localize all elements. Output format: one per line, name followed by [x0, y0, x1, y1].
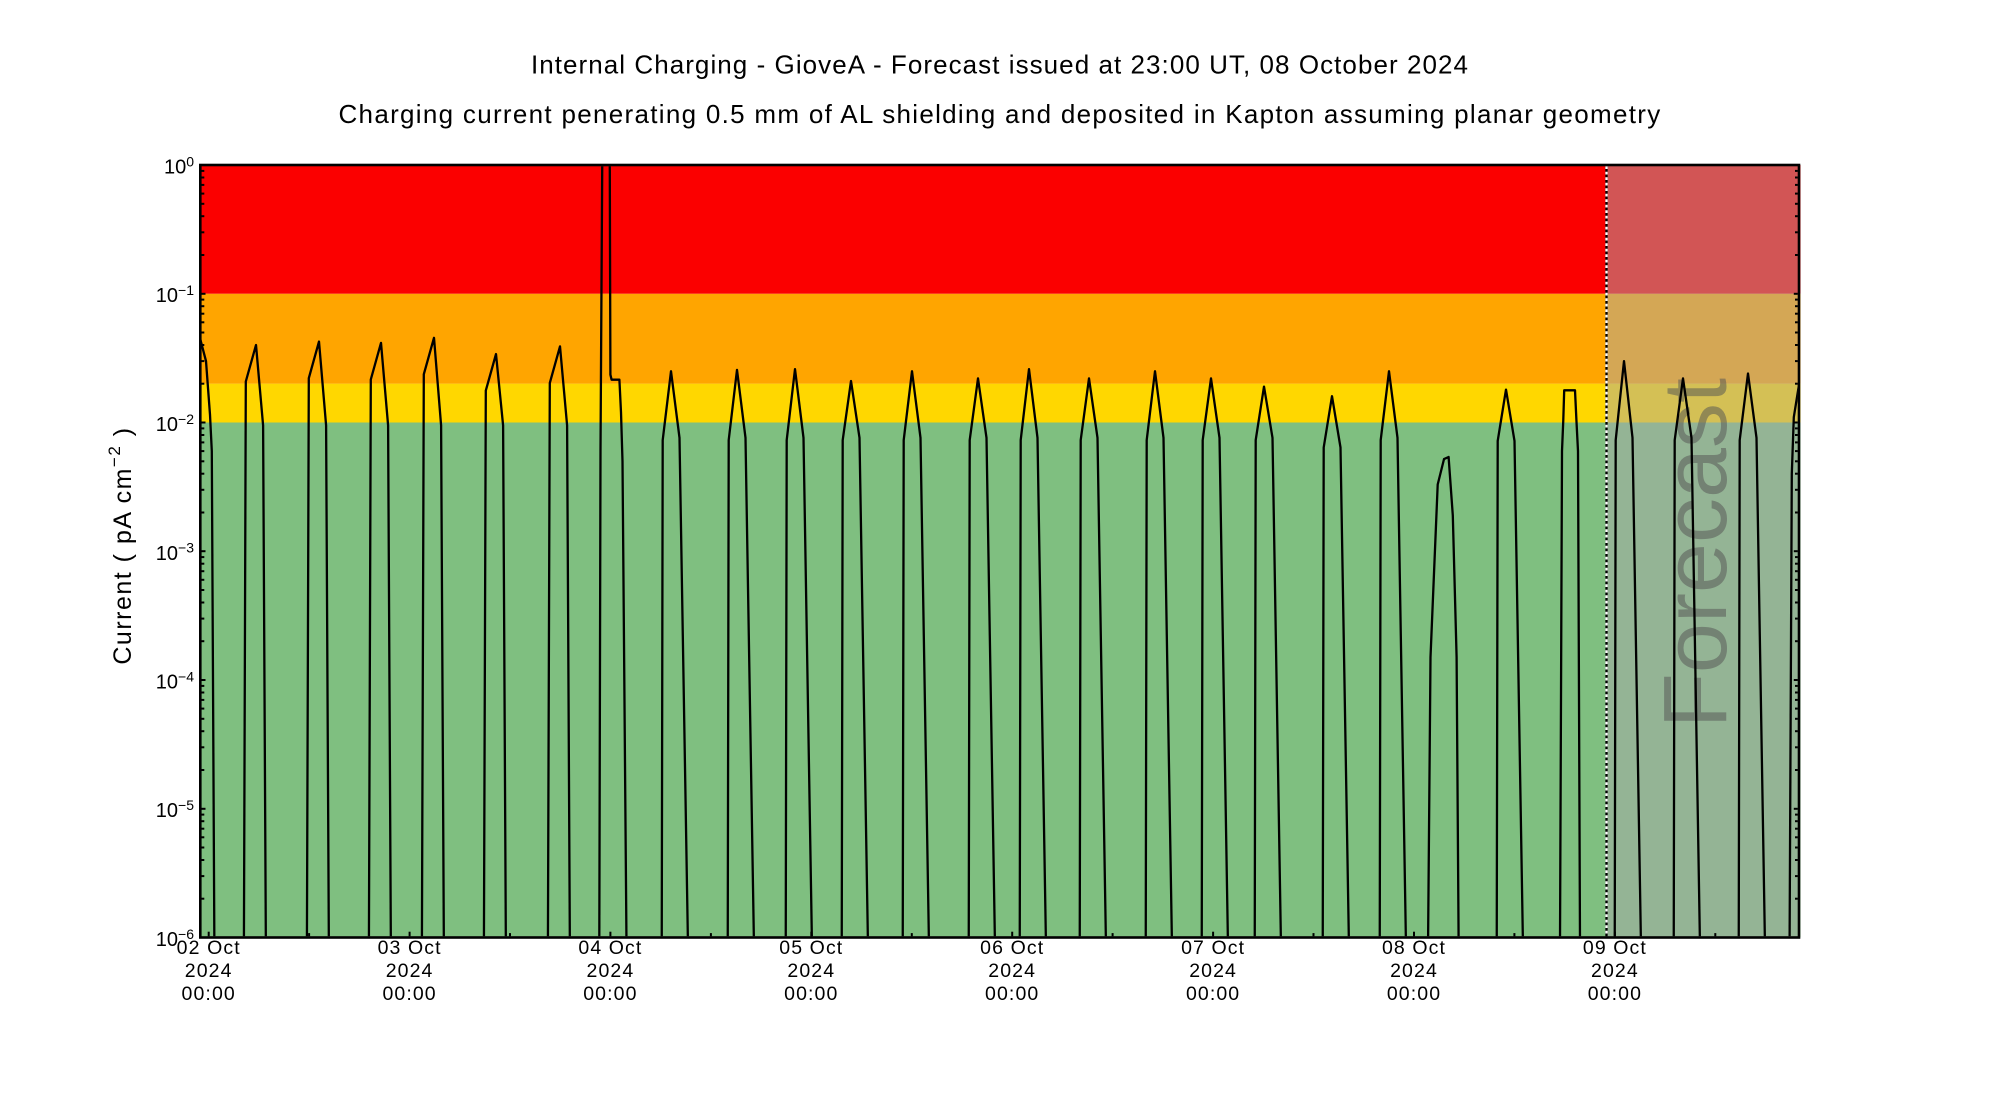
- svg-text:2024: 2024: [386, 960, 434, 982]
- svg-text:Internal Charging - GioveA - F: Internal Charging - GioveA - Forecast is…: [531, 50, 1469, 80]
- svg-text:00:00: 00:00: [382, 983, 436, 1005]
- svg-text:2024: 2024: [1390, 960, 1438, 982]
- svg-text:00:00: 00:00: [583, 983, 637, 1005]
- svg-text:04 Oct: 04 Oct: [578, 937, 642, 959]
- svg-text:00:00: 00:00: [1387, 983, 1441, 1005]
- svg-text:2024: 2024: [787, 960, 835, 982]
- svg-text:02 Oct: 02 Oct: [177, 937, 241, 959]
- svg-text:10−3: 10−3: [156, 540, 194, 565]
- svg-text:10−1: 10−1: [156, 282, 194, 307]
- svg-text:09 Oct: 09 Oct: [1583, 937, 1647, 959]
- svg-text:05 Oct: 05 Oct: [779, 937, 843, 959]
- svg-text:2024: 2024: [185, 960, 233, 982]
- svg-text:10−4: 10−4: [156, 668, 194, 693]
- svg-text:00:00: 00:00: [1588, 983, 1642, 1005]
- svg-text:03 Oct: 03 Oct: [378, 937, 442, 959]
- svg-text:2024: 2024: [1189, 960, 1237, 982]
- svg-text:2024: 2024: [1591, 960, 1639, 982]
- svg-text:06 Oct: 06 Oct: [980, 937, 1044, 959]
- svg-text:10−5: 10−5: [156, 797, 194, 822]
- svg-text:08 Oct: 08 Oct: [1382, 937, 1446, 959]
- svg-text:00:00: 00:00: [1186, 983, 1240, 1005]
- svg-text:2024: 2024: [988, 960, 1036, 982]
- svg-text:10−2: 10−2: [156, 411, 194, 436]
- svg-text:100: 100: [164, 153, 194, 178]
- svg-text:00:00: 00:00: [985, 983, 1039, 1005]
- svg-text:2024: 2024: [587, 960, 635, 982]
- svg-text:Charging current penerating 0.: Charging current penerating 0.5 mm of AL…: [338, 99, 1661, 129]
- svg-text:Current ( pA cm−2 ): Current ( pA cm−2 ): [105, 426, 138, 664]
- svg-text:00:00: 00:00: [182, 983, 236, 1005]
- svg-text:07 Oct: 07 Oct: [1181, 937, 1245, 959]
- svg-text:00:00: 00:00: [784, 983, 838, 1005]
